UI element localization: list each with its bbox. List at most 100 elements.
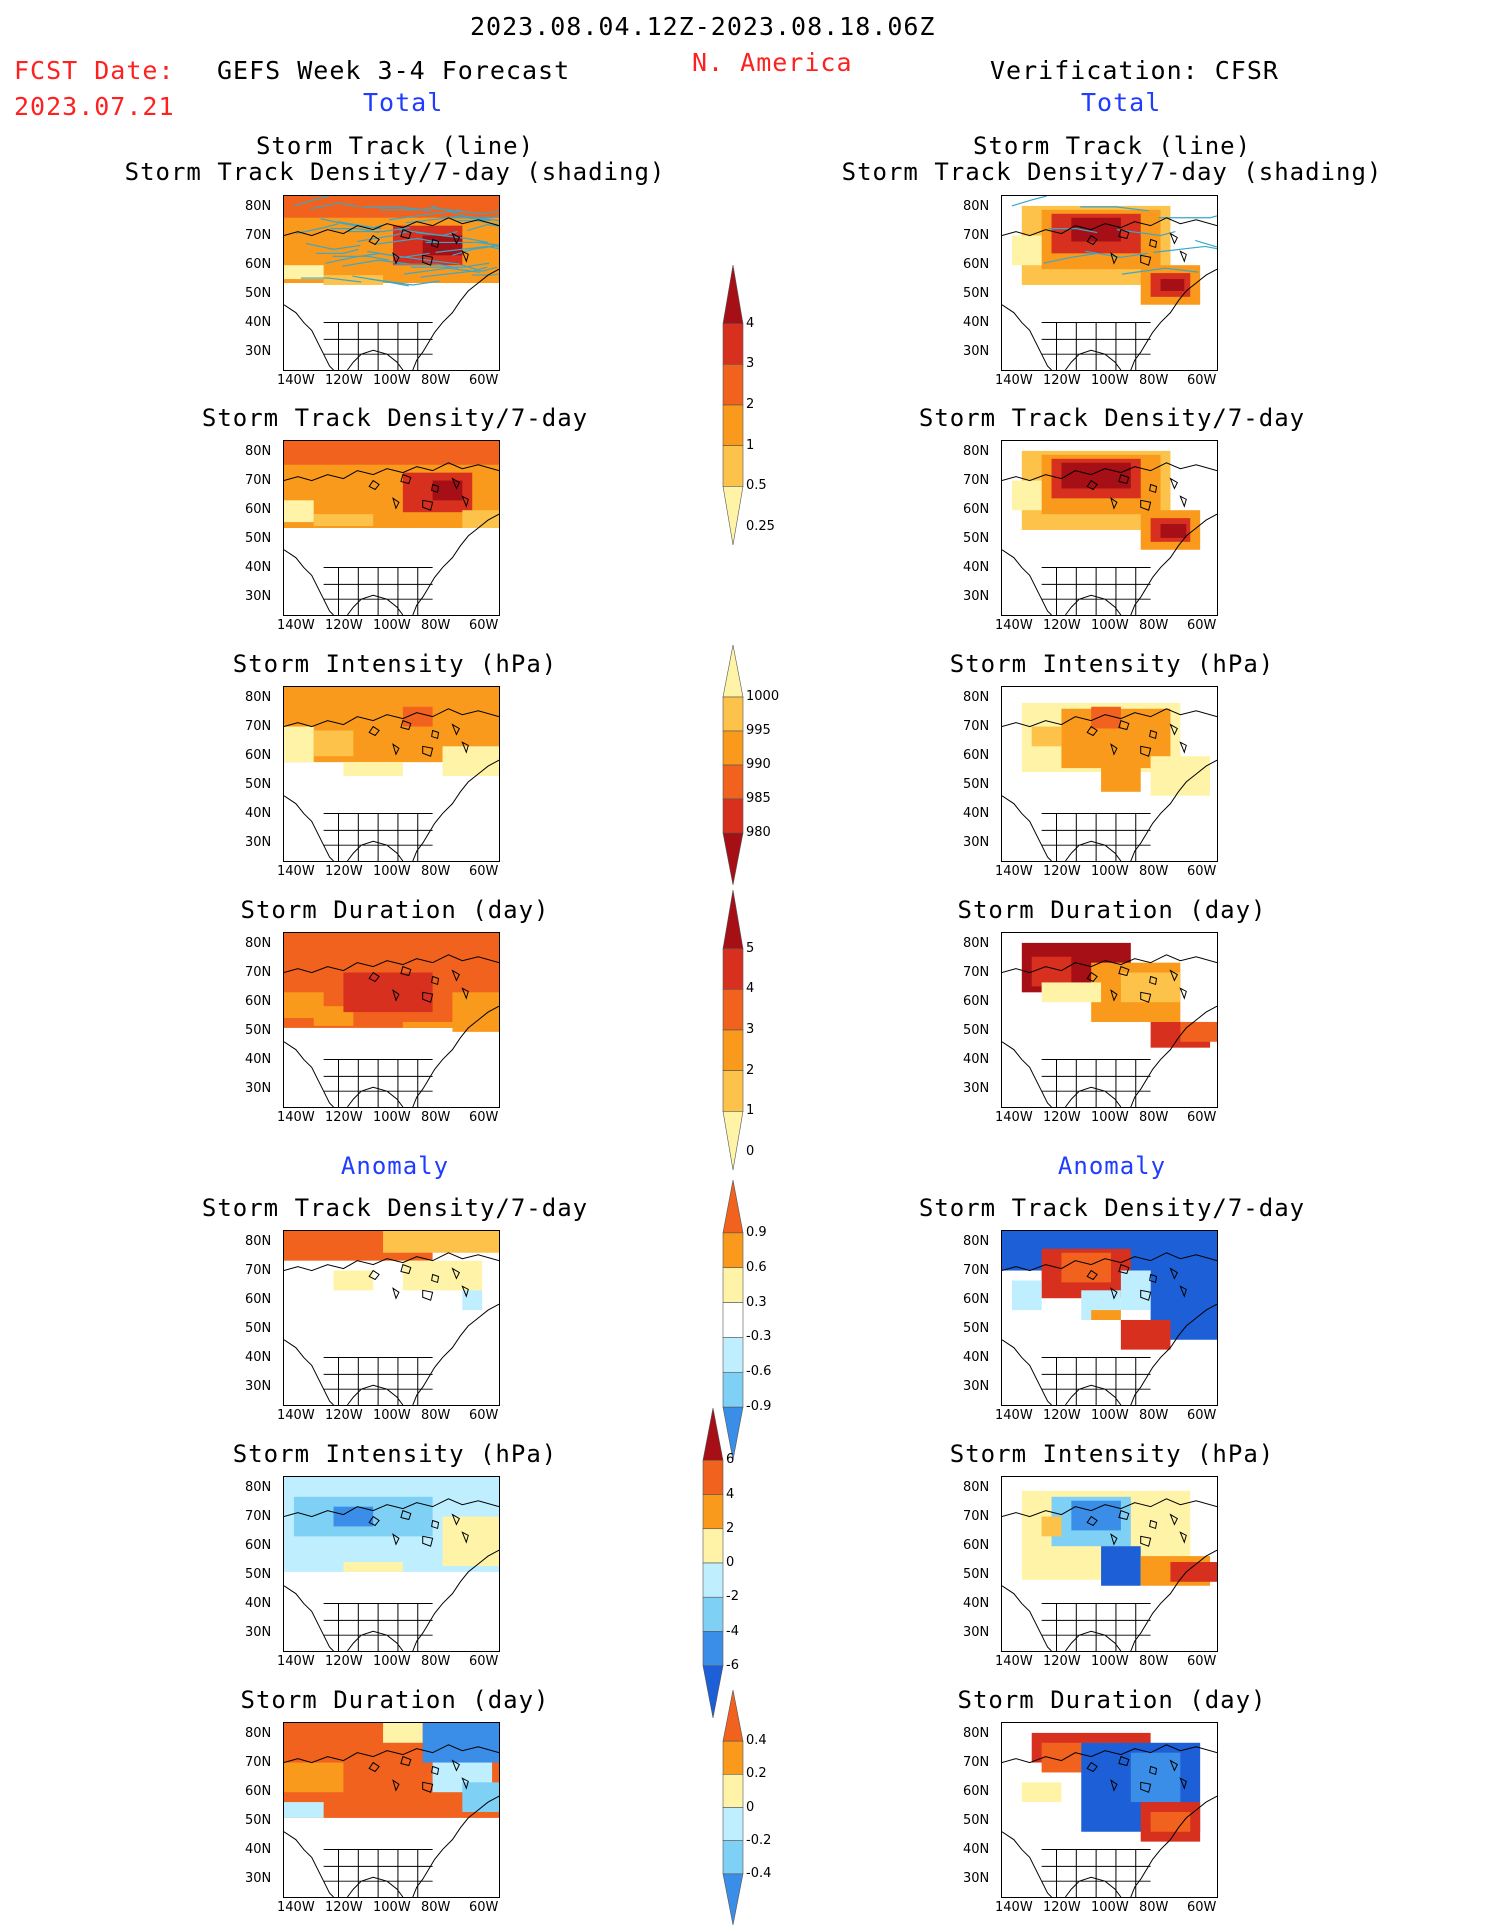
colorbar-tick-label: 4 <box>726 1486 735 1502</box>
lat-tick-label: 70N <box>245 1263 272 1278</box>
lat-tick-label: 70N <box>245 1509 272 1524</box>
colorbar-tick-label: 3 <box>746 1022 755 1037</box>
colorbar-swatch <box>722 486 744 545</box>
storm-track <box>403 267 481 275</box>
lon-tick-label: 60W <box>469 373 499 388</box>
lat-tick-label: 60N <box>963 502 990 517</box>
lon-tick-label: 120W <box>1043 1110 1081 1125</box>
colorbar-tick-label: 1 <box>746 437 755 453</box>
colorbar-swatch <box>722 798 744 834</box>
colorbar-duration-anom: 0.4 0.2 0 -0.2 -0.4 <box>720 1690 810 1925</box>
colorbar-swatches <box>722 1690 744 1925</box>
lon-tick-label: 100W <box>1091 1110 1129 1125</box>
map-canvas <box>283 440 500 616</box>
shading-cell <box>323 275 384 285</box>
storm-track <box>379 205 438 211</box>
lat-tick-label: 70N <box>245 965 272 980</box>
coastline <box>1002 462 1217 615</box>
shading-cell <box>284 1802 324 1818</box>
storm-track-lines <box>1011 196 1217 275</box>
colorbar-tick-label: 0.3 <box>746 1294 767 1310</box>
colorbar-density-anom: 0.9 0.6 0.3 -0.3 -0.6 -0.9 <box>720 1180 810 1460</box>
shading-cell <box>1021 1782 1062 1803</box>
colorbar-tick-label: 995 <box>746 723 771 738</box>
lat-tick-label: 70N <box>963 473 990 488</box>
storm-track <box>332 255 390 261</box>
lat-tick-label: 80N <box>963 444 990 459</box>
storm-track <box>477 239 499 248</box>
colorbar-tick-label: 0.5 <box>746 478 767 494</box>
map-intensity-anom-right: 80N 70N 60N 50N 40N 30N 140W 120W 100W 80W 60W <box>953 1476 1218 1669</box>
shading-cell <box>422 1723 499 1763</box>
storm-track <box>415 231 489 244</box>
shading-cell <box>462 1290 483 1311</box>
map-duration-anom-right: 80N 70N 60N 50N 40N 30N 140W 120W 100W 80W 60W <box>953 1722 1218 1915</box>
lat-tick-label: 40N <box>963 1842 990 1857</box>
coastline <box>1002 1498 1217 1651</box>
colorbar-tick-label: 980 <box>746 825 771 840</box>
lat-tick-label: 80N <box>245 444 272 459</box>
lon-tick-label: 100W <box>373 1408 411 1423</box>
lat-tick-label: 40N <box>245 560 272 575</box>
lat-tick-label: 50N <box>963 777 990 792</box>
lon-tick-label: 120W <box>325 1408 363 1423</box>
lat-tick-label: 60N <box>245 502 272 517</box>
colorbar-swatch <box>722 1774 744 1808</box>
lon-tick-label: 80W <box>421 1654 451 1669</box>
lat-tick-label: 60N <box>963 257 990 272</box>
lat-tick-label: 30N <box>245 344 272 359</box>
lon-tick-label: 60W <box>1187 864 1217 879</box>
colorbar-swatches <box>702 1408 724 1718</box>
lon-tick-label: 80W <box>421 373 451 388</box>
colorbar-density-total: 4 3 2 1 0.5 0.25 <box>720 265 810 545</box>
storm-track <box>435 245 499 253</box>
storm-track <box>295 223 339 235</box>
colorbar-swatches <box>722 645 744 885</box>
lon-tick-label: 100W <box>373 864 411 879</box>
colorbar-tick-label: 0 <box>746 1144 755 1159</box>
colorbar-swatch <box>722 265 744 324</box>
shading-cell <box>1120 1319 1171 1350</box>
colorbar-swatches <box>722 265 744 545</box>
lon-tick-label: 80W <box>1139 1408 1169 1423</box>
lat-tick-label: 80N <box>245 1726 272 1741</box>
colorbar-swatch <box>722 764 744 800</box>
map-duration-right: 80N 70N 60N 50N 40N 30N 140W 120W 100W 80W 60W <box>953 932 1218 1125</box>
lon-tick-label: 120W <box>325 864 363 879</box>
lat-tick-label: 60N <box>245 1538 272 1553</box>
lat-tick-label: 80N <box>245 690 272 705</box>
title-density-anom-right: Storm Track Density/7-day <box>918 1194 1306 1222</box>
shading-cell <box>1130 1752 1181 1803</box>
map-duration-anom-left: 80N 70N 60N 50N 40N 30N 140W 120W 100W 80W 60W <box>235 1722 500 1915</box>
storm-track <box>310 202 360 210</box>
coastline <box>1002 1744 1217 1897</box>
lon-tick-label: 120W <box>325 373 363 388</box>
colorbar-tick-label: 3 <box>746 356 755 372</box>
colorbar-tick-label: -0.6 <box>746 1364 772 1380</box>
lon-tick-label: 60W <box>1187 1110 1217 1125</box>
lon-tick-label: 100W <box>373 1900 411 1915</box>
colorbar-swatch <box>722 1690 744 1742</box>
coastline <box>284 954 499 1107</box>
lat-tick-label: 60N <box>963 994 990 1009</box>
storm-track <box>410 262 490 268</box>
storm-track <box>440 215 499 219</box>
lat-tick-label: 40N <box>245 1350 272 1365</box>
map-canvas <box>1001 1230 1218 1406</box>
map-canvas <box>283 195 500 371</box>
lon-tick-label: 140W <box>277 373 315 388</box>
map-canvas <box>1001 686 1218 862</box>
lon-tick-label: 60W <box>469 1654 499 1669</box>
lat-tick-label: 80N <box>963 1234 990 1249</box>
coastline <box>284 462 499 615</box>
colorbar-swatch <box>722 323 744 365</box>
lon-tick-label: 80W <box>1139 1110 1169 1125</box>
map-density-anom-left: 80N 70N 60N 50N 40N 30N 140W 120W 100W 80W 60W <box>235 1230 500 1423</box>
storm-track <box>347 227 410 233</box>
colorbar-swatch <box>702 1494 724 1530</box>
colorbar-swatch <box>722 404 744 446</box>
colorbar-swatch <box>722 1371 744 1408</box>
lat-tick-label: 30N <box>245 835 272 850</box>
lat-tick-label: 40N <box>245 806 272 821</box>
shading-cell <box>402 1260 483 1291</box>
